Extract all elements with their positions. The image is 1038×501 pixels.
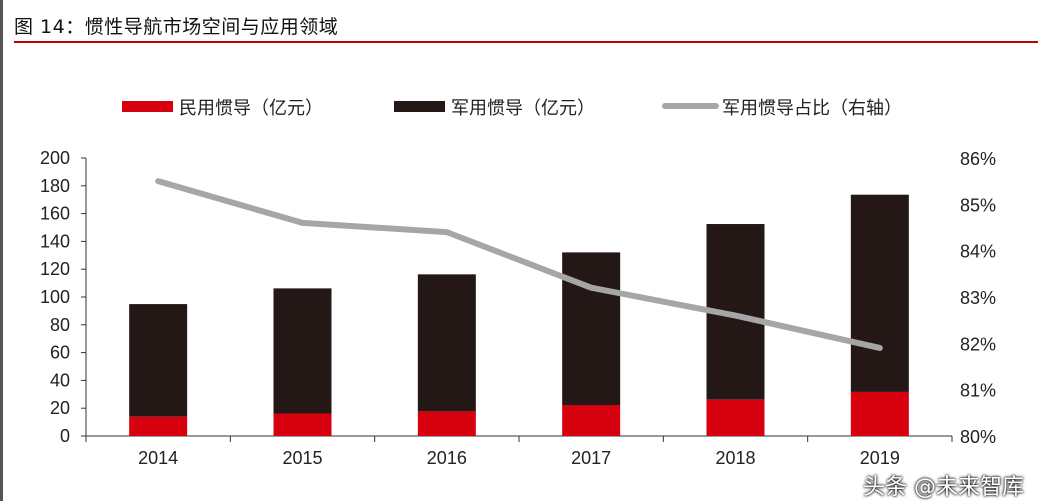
left-border <box>0 0 3 501</box>
y-tick-label: 180 <box>40 176 70 196</box>
y-tick-label: 0 <box>60 426 70 446</box>
bar-civil <box>850 391 909 436</box>
bar-civil <box>706 399 765 436</box>
x-tick-label: 2018 <box>715 448 755 468</box>
y-tick-label: 160 <box>40 204 70 224</box>
x-tick-label: 2015 <box>282 448 322 468</box>
line-military-share <box>155 178 883 351</box>
watermark: 头条 @未来智库 <box>863 475 1024 500</box>
y-tick-label: 20 <box>50 398 70 418</box>
legend-swatch-civil <box>122 101 173 112</box>
y2-tick-label: 81% <box>960 381 996 401</box>
y-tick-label: 40 <box>50 370 70 390</box>
bar-military <box>850 194 909 392</box>
y2-tick-label: 82% <box>960 334 996 354</box>
y2-tick-label: 83% <box>960 288 996 308</box>
y-tick-label: 100 <box>40 287 70 307</box>
y-tick-label: 60 <box>50 343 70 363</box>
bar-civil <box>273 413 332 436</box>
x-tick-label: 2014 <box>138 448 178 468</box>
y2-tick-label: 86% <box>960 149 996 169</box>
x-tick-label: 2017 <box>571 448 611 468</box>
bar-civil <box>562 405 621 436</box>
bar-military <box>273 288 332 414</box>
y-tick-label: 120 <box>40 259 70 279</box>
y2-tick-label: 85% <box>960 195 996 215</box>
bar-military <box>417 274 476 412</box>
y2-tick-label: 84% <box>960 242 996 262</box>
y-tick-label: 80 <box>50 315 70 335</box>
bar-military <box>129 304 188 417</box>
x-tick-label: 2016 <box>427 448 467 468</box>
x-tick-label: 2019 <box>860 448 900 468</box>
legend-label-military: 军用惯导（亿元） <box>451 98 595 119</box>
y-tick-label: 140 <box>40 231 70 251</box>
bar-civil <box>417 411 476 436</box>
y-tick-label: 200 <box>40 148 70 168</box>
y2-tick-label: 80% <box>960 427 996 447</box>
bar-civil <box>129 416 188 436</box>
legend-label-civil: 民用惯导（亿元） <box>179 98 323 119</box>
legend-label-share: 军用惯导占比（右轴） <box>722 98 902 119</box>
legend-swatch-military <box>394 101 445 112</box>
figure-title: 图 14：惯性导航市场空间与应用领域 <box>14 16 339 38</box>
title-underline <box>14 41 1038 43</box>
bar-military <box>562 252 621 406</box>
